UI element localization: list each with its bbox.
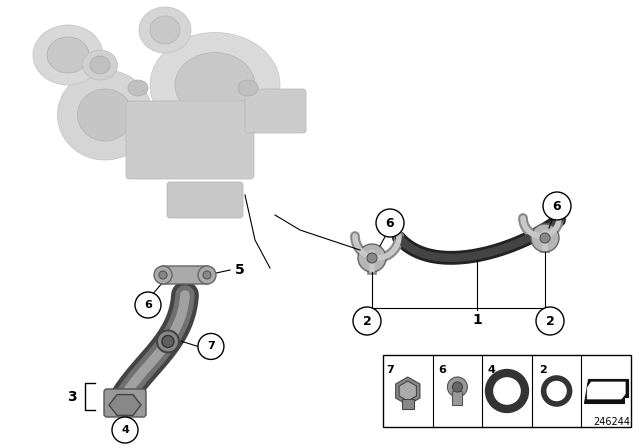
Text: 6: 6 (438, 365, 446, 375)
Circle shape (376, 209, 404, 237)
Ellipse shape (83, 50, 118, 80)
Circle shape (159, 271, 167, 279)
Circle shape (198, 333, 224, 359)
Text: 7: 7 (207, 341, 215, 351)
Circle shape (531, 224, 559, 252)
Polygon shape (584, 379, 628, 403)
Text: 4: 4 (121, 425, 129, 435)
Polygon shape (399, 381, 417, 401)
Ellipse shape (150, 16, 180, 44)
Circle shape (536, 307, 564, 335)
Circle shape (358, 244, 386, 272)
FancyBboxPatch shape (245, 89, 306, 133)
Circle shape (135, 292, 161, 318)
Text: 1: 1 (472, 313, 482, 327)
Polygon shape (588, 382, 625, 399)
Circle shape (452, 382, 462, 392)
Circle shape (157, 331, 179, 353)
Ellipse shape (150, 33, 280, 138)
Text: 246244: 246244 (593, 417, 630, 426)
Circle shape (543, 192, 571, 220)
Ellipse shape (58, 70, 152, 160)
Ellipse shape (47, 37, 89, 73)
Circle shape (540, 233, 550, 243)
Text: 3: 3 (67, 389, 77, 404)
Ellipse shape (139, 7, 191, 53)
Circle shape (162, 336, 174, 348)
Circle shape (198, 266, 216, 284)
Circle shape (203, 271, 211, 279)
Text: 6: 6 (144, 300, 152, 310)
Polygon shape (396, 377, 420, 405)
Circle shape (367, 253, 377, 263)
Text: 2: 2 (546, 314, 554, 327)
Ellipse shape (128, 80, 148, 96)
Ellipse shape (175, 52, 255, 117)
Text: 5: 5 (235, 263, 244, 277)
Circle shape (447, 377, 467, 397)
Text: 7: 7 (386, 365, 394, 375)
FancyBboxPatch shape (383, 355, 631, 427)
Ellipse shape (90, 56, 110, 74)
Text: 4: 4 (487, 365, 495, 375)
Ellipse shape (238, 80, 258, 96)
Ellipse shape (33, 25, 103, 85)
FancyBboxPatch shape (161, 266, 209, 284)
FancyBboxPatch shape (402, 399, 414, 409)
Polygon shape (109, 395, 141, 415)
Ellipse shape (77, 89, 132, 141)
Text: 6: 6 (386, 216, 394, 229)
FancyBboxPatch shape (167, 182, 243, 218)
FancyBboxPatch shape (104, 389, 146, 417)
Text: 6: 6 (553, 199, 561, 212)
FancyBboxPatch shape (452, 391, 462, 405)
Circle shape (154, 266, 172, 284)
Circle shape (353, 307, 381, 335)
Circle shape (112, 417, 138, 443)
FancyBboxPatch shape (126, 101, 254, 179)
Text: 2: 2 (363, 314, 371, 327)
Text: 2: 2 (539, 365, 547, 375)
